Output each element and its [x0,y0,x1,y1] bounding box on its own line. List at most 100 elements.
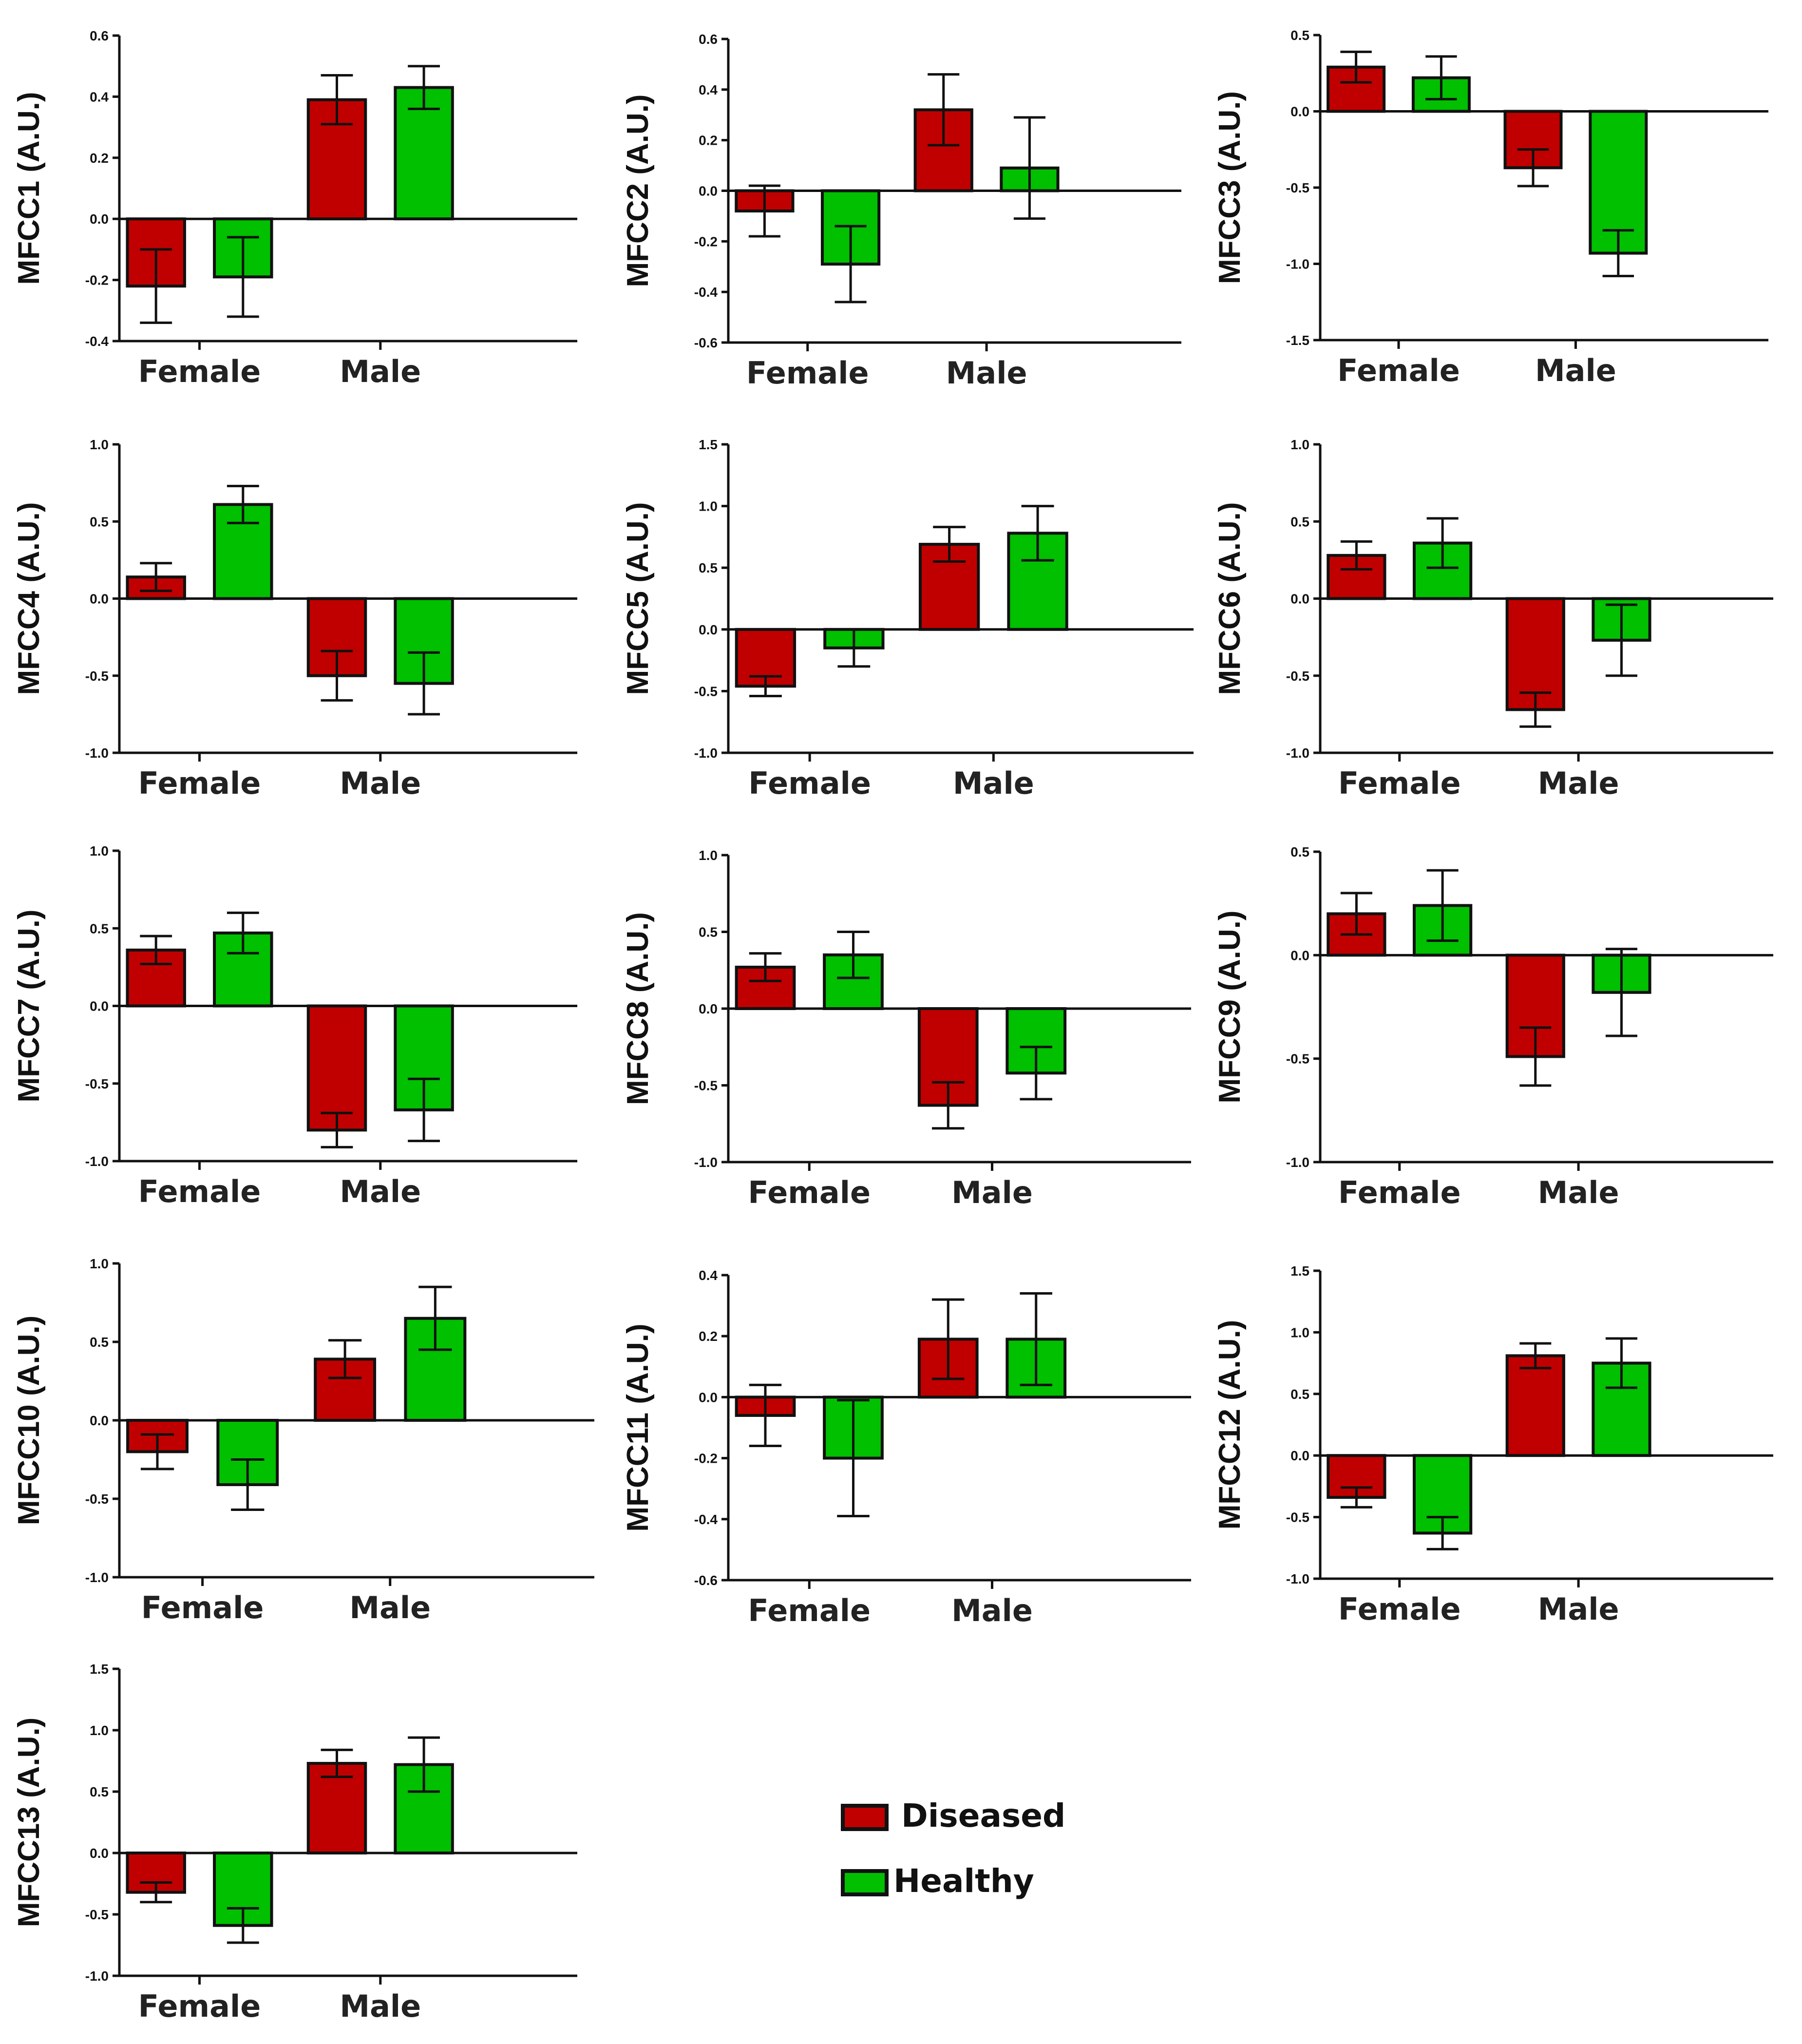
error-bar [227,484,259,524]
y-tick-label: 0.0 [90,1846,109,1861]
error-bar [140,1881,172,1904]
y-tick-label: -0.5 [85,1491,109,1507]
error-bar [321,1111,353,1148]
error-bar [1605,1337,1637,1389]
x-category-label: Male [951,1175,1033,1210]
y-tick-label: 0.0 [1290,1448,1309,1463]
error-bar [408,1077,440,1143]
x-category-label: Male [340,1174,421,1209]
error-bar [1517,148,1549,188]
error-bar [1519,691,1552,728]
y-tick-label: -1.0 [85,745,109,761]
error-bar [1426,1516,1459,1550]
error-bar [1426,869,1459,942]
y-tick-label: 0.5 [90,1335,109,1350]
y-tick-label: -0.4 [694,1512,718,1527]
x-category-label: Female [748,1175,871,1210]
x-category-label: Female [138,354,261,389]
x-category-label: Male [946,355,1027,391]
error-bar [418,1285,452,1351]
chart-panel-12: -1.0 -0.5 0.0 0.5 1.0 1.5 MFCC12 (A.U.) Female M… [1213,1263,1773,1627]
chart-panel-3: -1.5 -1.0 -0.5 0.0 0.5 MFCC3 (A.U.) Female Male [1213,28,1768,388]
error-bar [749,952,782,982]
chart-panel-11: -0.6 -0.4 -0.2 0.0 0.2 0.4 MFCC11 (A.U.) Female… [621,1268,1191,1628]
error-bar [1020,1292,1052,1386]
x-category-label: Male [951,1593,1033,1628]
y-tick-label: -0.5 [85,1907,109,1922]
x-category-label: Female [748,765,871,801]
y-tick-label: 1.0 [90,437,109,452]
error-bar [227,1907,259,1944]
x-category-label: Female [746,355,869,391]
y-tick-label: 0.5 [1290,844,1309,860]
y-axis-label: MFCC4 (A.U.) [12,502,46,695]
chart-panel-1: -0.4 -0.2 0.0 0.2 0.4 0.6 MFCC1 (A.U.) Female Ma… [12,28,577,389]
bar-diseased-male [306,1004,367,1132]
error-bar [1340,892,1372,936]
error-bar [1605,603,1637,677]
error-bar [321,649,353,702]
chart-panel-4: -1.0 -0.5 0.0 0.5 1.0 MFCC4 (A.U.) Female Male [12,437,577,801]
error-bar [1340,1486,1372,1509]
y-tick-label: 0.5 [90,921,109,936]
x-category-label: Female [1338,1175,1461,1210]
y-tick-label: 0.5 [90,514,109,529]
chart-panel-13: -1.0 -0.5 0.0 0.5 1.0 1.5 MFCC13 (A.U.) Female M… [12,1662,577,2024]
y-axis-label: MFCC5 (A.U.) [621,502,655,695]
y-tick-label: -1.0 [85,1968,109,1984]
x-category-label: Female [141,1590,264,1625]
y-tick-label: 1.5 [1290,1263,1309,1279]
error-bar [321,74,353,126]
x-category-label: Female [138,765,261,801]
x-category-label: Male [340,354,421,389]
y-axis-label: MFCC3 (A.U.) [1213,91,1247,284]
y-tick-label: 0.5 [1290,514,1309,529]
y-tick-label: 0.2 [699,1329,718,1344]
y-tick-label: -0.5 [1286,1051,1309,1067]
bar-diseased-male [917,1007,979,1107]
error-bar [1605,948,1637,1037]
error-bar [932,1298,965,1380]
y-tick-label: 0.0 [90,592,109,607]
legend: Diseased Healthy [841,1797,1065,1900]
y-tick-label: 0.5 [699,560,718,575]
chart-panels: -0.4 -0.2 0.0 0.2 0.4 0.6 MFCC1 (A.U.) Female Ma… [12,28,1773,2024]
x-category-label: Female [1338,1591,1461,1627]
y-tick-label: 0.0 [699,1390,718,1405]
y-tick-label: 1.5 [90,1662,109,1677]
y-tick-label: -0.6 [694,1573,718,1588]
error-bar [227,236,259,318]
chart-panel-2: -0.6 -0.4 -0.2 0.0 0.2 0.4 0.6 MFCC2 (A.U.) Fema… [621,32,1181,391]
x-category-label: Male [349,1590,431,1625]
error-bar [408,65,440,110]
x-category-label: Male [953,765,1034,801]
error-bar [1602,229,1634,278]
error-bar [140,248,172,324]
legend-label-healthy: Healthy [893,1862,1034,1900]
y-tick-label: 0.6 [90,28,109,43]
x-category-label: Female [1338,765,1461,801]
x-category-label: Male [1538,1175,1619,1210]
error-bar [408,651,440,716]
error-bar [1013,116,1045,220]
chart-panel-7: -1.0 -0.5 0.0 0.5 1.0 MFCC7 (A.U.) Female Male [12,843,577,1209]
error-bar [837,931,870,979]
y-tick-label: 1.0 [699,499,718,514]
error-bar [1340,540,1372,571]
y-tick-label: -0.5 [85,1076,109,1091]
y-tick-label: 1.0 [1290,1325,1309,1340]
y-axis-label: MFCC7 (A.U.) [12,909,46,1102]
y-tick-label: -1.0 [1286,1155,1309,1170]
legend-label-diseased: Diseased [901,1797,1065,1834]
y-axis-label: MFCC10 (A.U.) [12,1316,46,1526]
x-category-label: Male [1538,1591,1619,1627]
y-tick-label: -0.2 [694,234,718,249]
error-bar [837,1399,870,1518]
y-tick-label: 0.0 [1290,104,1309,119]
y-tick-label: -0.5 [1286,180,1309,195]
y-tick-label: -0.5 [1286,669,1309,684]
error-bar [140,1433,174,1471]
bar-diseased-male [1505,1354,1565,1457]
y-tick-label: 0.0 [90,211,109,227]
